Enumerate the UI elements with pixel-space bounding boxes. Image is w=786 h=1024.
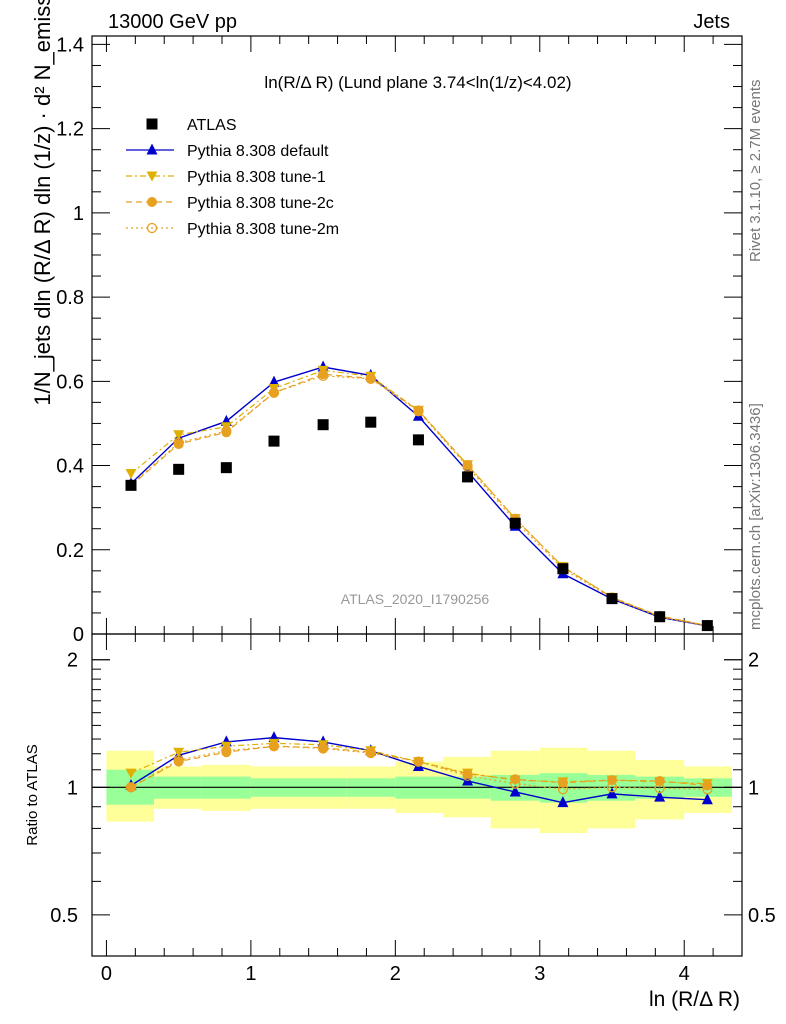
point-atlas [220,462,232,474]
main-y-tick-label: 0.8 [56,287,84,309]
x-tick-label: 0 [101,963,112,985]
legend-label-atlas: ATLAS [187,117,237,134]
point-pythia-8-308-tune-2m [462,461,473,472]
ratio-y-tick-label-right: 2 [748,650,759,672]
legend-marker-pythia-8-308-tune-2c [147,197,157,207]
ratio-point-pythia-8-308-tune-2m [317,743,329,754]
main-y-tick-label: 0.4 [56,456,84,478]
point-atlas [701,620,713,632]
main-y-tick-label: 0.2 [56,540,84,562]
ratio-point-pythia-8-308-tune-2m [125,782,137,793]
main-y-tick-label: 0 [73,624,84,646]
ratio-point-pythia-8-308-default [509,785,521,797]
ratio-point-pythia-8-308-default [701,793,713,805]
legend-marker-atlas [146,118,158,130]
main-y-axis-label: 1/N_jets dln (R/Δ R) dln (1/z) · d² N_em… [30,0,55,406]
point-pythia-8-308-tune-2m [173,437,184,448]
x-tick-label: 4 [679,963,690,985]
point-atlas [125,479,137,491]
point-pythia-8-308-tune-2m [317,370,329,381]
ratio-y-tick-label-right: 1 [748,777,759,799]
plot-title: ln(R/Δ R) (Lund plane 3.74<ln(1/z)<4.02) [264,73,571,92]
point-atlas [173,463,185,475]
ratio-panel: 0 1 2 3 4 0.5 0.5 1 1 2 2 [50,633,776,985]
ratio-point-pythia-8-308-tune-2m [221,745,232,756]
point-atlas [268,435,280,447]
ratio-point-pythia-8-308-tune-2m [413,756,424,767]
point-atlas [606,593,618,605]
ratio-point-pythia-8-308-tune-1 [125,768,137,779]
ratio-point-pythia-8-308-tune-2m [654,783,665,794]
legend-label-pythia-8-308-tune-2m: Pythia 8.308 tune-2m [187,221,339,238]
point-pythia-8-308-tune-2m [413,406,424,417]
ratio-point-pythia-8-308-tune-2m [557,784,569,795]
ratio-point-pythia-8-308-tune-2m [702,784,713,795]
mcplots-reference-label: mcplots.cern.ch [arXiv:1306.3436] [747,403,764,630]
ratio-point-pythia-8-308-tune-2m [173,754,184,766]
main-y-tick-label: 1 [73,203,84,225]
legend-label-pythia-8-308-tune-1: Pythia 8.308 tune-1 [187,169,326,186]
ratio-point-pythia-8-308-tune-2c [607,775,617,786]
legend-label-pythia-8-308-tune-2c: Pythia 8.308 tune-2c [187,195,334,212]
ratio-point-pythia-8-308-tune-2m [510,778,521,789]
rivet-version-label: Rivet 3.1.10, ≥ 2.7M events [747,80,764,263]
point-atlas [462,471,474,483]
ratio-line-pythia-8-308-tune-2m [130,745,708,790]
ratio-point-pythia-8-308-tune-2c [702,780,713,791]
x-axis-label: ln (R/Δ R) [649,988,740,1011]
main-y-axis-label-text: 1/N_jets dln (R/Δ R) dln (1/z) · d² N_em… [30,0,55,406]
ratio-y-tick-label-right: 0.5 [748,905,776,927]
point-atlas [509,517,521,529]
ratio-point-pythia-8-308-default [654,790,666,802]
point-atlas [365,416,377,428]
point-pythia-8-308-tune-2m [365,373,376,384]
legend-marker-pythia-8-308-tune-2m [146,222,158,234]
ratio-point-pythia-8-308-tune-2m [268,741,280,752]
ratio-point-pythia-8-308-tune-2m [365,747,376,759]
point-atlas [317,419,329,431]
header-left-label: 13000 GeV pp [108,11,237,33]
x-tick-label: 2 [390,963,401,985]
series-line-pythia-8-308-tune-2m [130,375,708,627]
ratio-point-pythia-8-308-tune-2m [462,770,473,781]
point-atlas [654,611,666,623]
point-pythia-8-308-tune-1 [125,469,137,480]
main-panel: 0 0.2 0.4 0.6 0.8 1 1.2 1.4 [56,34,743,956]
ratio-y-tick-label-left: 1 [67,777,78,799]
point-pythia-8-308-tune-1 [173,430,185,441]
ratio-point-pythia-8-308-tune-2c [654,775,665,786]
x-tick-label: 3 [534,963,545,985]
point-pythia-8-308-default [268,375,280,387]
point-atlas [557,563,569,575]
ratio-y-axis-label: Ratio to ATLAS [24,744,41,845]
ratio-point-pythia-8-308-tune-1 [173,747,185,758]
main-y-tick-label: 0.6 [56,371,84,393]
point-pythia-8-308-tune-2m [268,387,280,398]
ratio-y-tick-label-left: 2 [67,650,78,672]
header-right-label: Jets [693,11,730,33]
main-y-tick-label: 1.2 [56,119,84,141]
main-y-tick-label: 1.4 [56,34,84,56]
point-atlas [412,434,424,446]
ratio-point-pythia-8-308-default [557,796,569,808]
legend-marker-pythia-8-308-default [146,143,158,155]
legend-marker-pythia-8-308-tune-1 [146,171,158,182]
ratio-y-tick-label-left: 0.5 [50,905,78,927]
point-pythia-8-308-tune-2m [221,425,232,437]
legend-label-pythia-8-308-default: Pythia 8.308 default [187,143,329,160]
analysis-watermark: ATLAS_2020_I1790256 [341,591,490,607]
x-tick-label: 1 [245,963,256,985]
ratio-frame [91,633,743,957]
ratio-point-pythia-8-308-tune-2m [606,782,618,793]
ratio-point-pythia-8-308-default [606,787,618,799]
legend: ATLAS Pythia 8.308 default Pythia 8.308 tu… [126,117,339,238]
